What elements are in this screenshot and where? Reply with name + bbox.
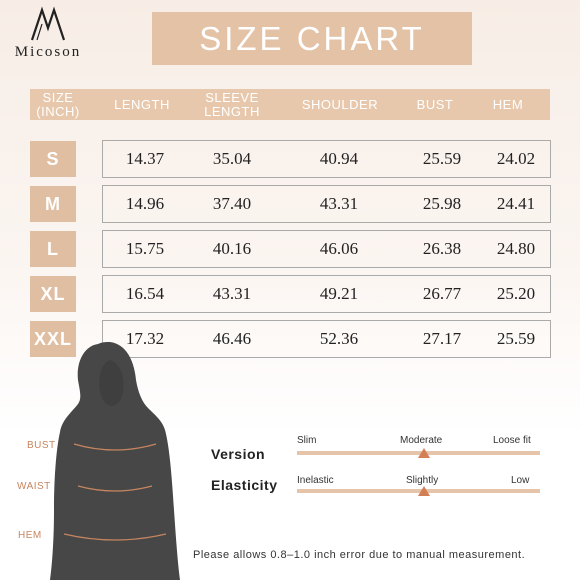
table-row: 14.37 35.04 40.94 25.59 24.02 (102, 140, 551, 178)
page-title: SIZE CHART (199, 19, 425, 57)
header-length: LENGTH (114, 96, 170, 112)
cell-bust: 27.17 (422, 329, 462, 348)
cell-length: 14.96 (125, 194, 165, 213)
version-marker-icon (418, 448, 430, 458)
table-header: SIZE (INCH) LENGTH SLEEVE LENGTH SHOULDE… (30, 89, 550, 120)
table-row: 14.96 37.40 43.31 25.98 24.41 (102, 185, 551, 223)
cell-shoulder: 52.36 (319, 329, 359, 348)
table-row: 17.32 46.46 52.36 27.17 25.59 (102, 320, 551, 358)
size-label-xxl: XXL (30, 321, 76, 357)
version-middle-label: Moderate (400, 435, 443, 446)
cell-shoulder: 46.06 (319, 239, 359, 258)
elasticity-marker-icon (418, 486, 430, 496)
cell-bust: 26.38 (422, 239, 462, 258)
cell-hem: 24.41 (496, 194, 536, 213)
size-label-l: L (30, 231, 76, 267)
cell-length: 15.75 (125, 239, 165, 258)
header-bust: BUST (416, 96, 454, 112)
header-hem: HEM (492, 96, 524, 112)
header-shoulder: SHOULDER (301, 96, 379, 112)
size-label-m: M (30, 186, 76, 222)
table-row: 16.54 43.31 49.21 26.77 25.20 (102, 275, 551, 313)
cell-bust: 25.59 (422, 149, 462, 168)
size-label-s: S (30, 141, 76, 177)
cell-length: 14.37 (125, 149, 165, 168)
measurement-note: Please allows 0.8–1.0 inch error due to … (193, 549, 526, 561)
size-label-xl: XL (30, 276, 76, 312)
brand-mark-icon (30, 6, 66, 41)
title-banner: SIZE CHART (152, 12, 472, 65)
cell-hem: 25.20 (496, 284, 536, 303)
elasticity-left-label: Inelastic (297, 475, 334, 486)
cell-hem: 25.59 (496, 329, 536, 348)
elasticity-right-label: Low (511, 475, 530, 486)
cell-hem: 24.80 (496, 239, 536, 258)
brand-name: Micoson (14, 44, 82, 60)
version-right-label: Loose fit (493, 435, 531, 446)
cell-shoulder: 43.31 (319, 194, 359, 213)
elasticity-title: Elasticity (211, 477, 278, 493)
cell-sleeve: 37.40 (212, 194, 252, 213)
cell-sleeve: 43.31 (212, 284, 252, 303)
version-title: Version (211, 446, 266, 462)
cell-length: 16.54 (125, 284, 165, 303)
cell-hem: 24.02 (496, 149, 536, 168)
label-waist: WAIST (17, 481, 51, 492)
cell-sleeve: 35.04 (212, 149, 252, 168)
cell-sleeve: 46.46 (212, 329, 252, 348)
cell-bust: 26.77 (422, 284, 462, 303)
elasticity-middle-label: Slightly (406, 475, 439, 486)
label-bust: BUST (27, 440, 56, 451)
cell-length: 17.32 (125, 329, 165, 348)
cell-shoulder: 49.21 (319, 284, 359, 303)
table-row: 15.75 40.16 46.06 26.38 24.80 (102, 230, 551, 268)
header-size: SIZE (INCH) (36, 89, 80, 119)
cell-sleeve: 40.16 (212, 239, 252, 258)
brand-logo: Micoson (6, 6, 90, 61)
header-sleeve-length: SLEEVE LENGTH (204, 89, 260, 119)
cell-bust: 25.98 (422, 194, 462, 213)
cell-shoulder: 40.94 (319, 149, 359, 168)
body-silhouette-icon (50, 342, 180, 580)
version-left-label: Slim (297, 435, 317, 446)
label-hem: HEM (18, 530, 42, 541)
